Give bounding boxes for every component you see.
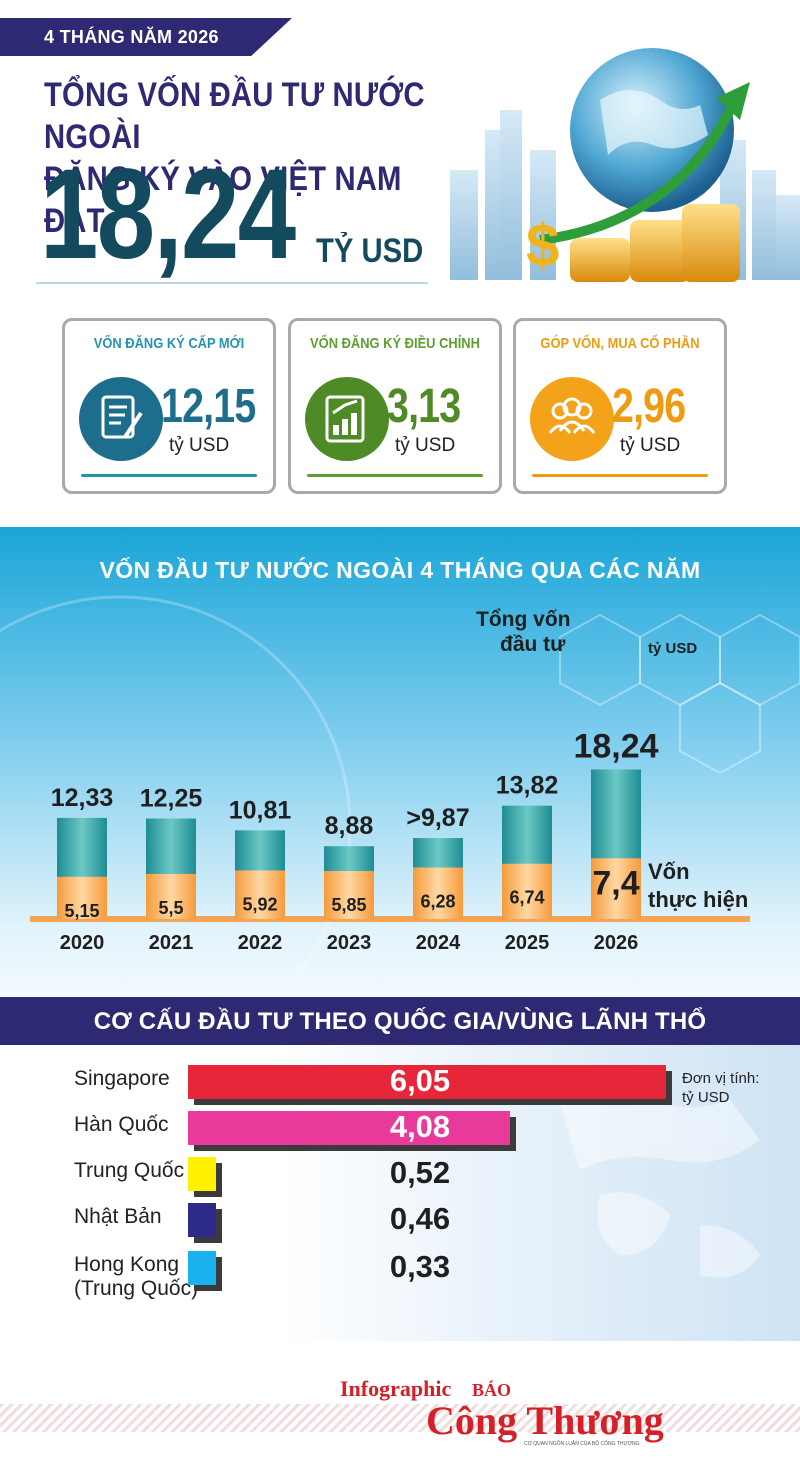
card-unit: tỷ USD (395, 435, 456, 456)
x-tick-2021: 2021 (149, 932, 194, 954)
period-badge-text: 4 THÁNG NĂM 2026 (44, 27, 219, 47)
growth-chart-icon (305, 377, 389, 461)
header-divider (36, 282, 428, 284)
x-tick-2025: 2025 (505, 932, 550, 954)
label-realized-2025: 6,74 (509, 888, 544, 908)
bar-realized-2024 (413, 867, 463, 919)
headline-line-2: ĐĂNG KÝ VÀO VIỆT NAM ĐẠT (44, 160, 402, 240)
card-adjusted-registration: VỐN ĐĂNG KÝ ĐIỀU CHỈNH 3,13 tỷ USD (288, 318, 502, 494)
country-label-1: Hàn Quốc (74, 1113, 169, 1136)
label-realized-2023: 5,85 (331, 895, 366, 915)
headline-line-1: TỔNG VỐN ĐẦU TƯ NƯỚC NGOÀI (44, 76, 425, 156)
country-label-3: Nhật Bản (74, 1205, 162, 1228)
period-badge: 4 THÁNG NĂM 2026 (0, 18, 292, 56)
label-realized-2022: 5,92 (242, 894, 277, 914)
country-value-3: 0,46 (389, 1201, 451, 1236)
label-total-2026: 18,24 (573, 727, 658, 765)
world-map-background (560, 1093, 760, 1278)
country-section-title: CƠ CẤU ĐẦU TƯ THEO QUỐC GIA/VÙNG LÃNH TH… (93, 1008, 707, 1035)
card-title: GÓP VỐN, MUA CỔ PHẦN (540, 335, 700, 352)
card-unit: tỷ USD (169, 435, 230, 456)
annotation-realized-line-2: thực hiện (648, 887, 748, 912)
growth-arrow-icon (539, 107, 735, 245)
bar-realized-2022 (235, 870, 285, 919)
label-total-2022: 10,81 (229, 796, 292, 824)
label-total-2023: 8,88 (325, 812, 374, 840)
bar-realized-2020 (57, 876, 107, 919)
country-value-0: 6,05 (389, 1063, 451, 1098)
annotation-unit: tỷ USD (648, 640, 697, 657)
dollar-sign-icon: $ (526, 212, 559, 279)
headline: TỔNG VỐN ĐẦU TƯ NƯỚC NGOÀI ĐĂNG KÝ VÀO V… (44, 74, 448, 242)
label-realized-2024: 6,28 (420, 892, 455, 912)
card-capital-contribution: GÓP VỐN, MUA CỔ PHẦN 2,96 tỷ USD (513, 318, 727, 494)
country-label-line-2: (Trung Quốc) (74, 1277, 199, 1300)
label-total-2020: 12,33 (51, 784, 114, 812)
unit-note-line-2: tỷ USD (682, 1089, 730, 1106)
country-bar-2 (188, 1157, 216, 1191)
card-value: 2,96 (612, 380, 686, 433)
label-total-2024: >9,87 (406, 804, 469, 832)
bao-cong-thuong-logo: Infographic BÁO Công Thương CƠ QUAN NGÔN… (340, 1376, 664, 1447)
card-title: VỐN ĐĂNG KÝ CẤP MỚI (93, 335, 245, 352)
bar-realized-2021 (146, 873, 196, 919)
card-underline (532, 474, 708, 477)
card-underline (81, 474, 257, 477)
label-realized-2020: 5,15 (64, 901, 99, 921)
logo-infographic-text: Infographic (340, 1376, 451, 1401)
country-bar-4 (188, 1251, 216, 1285)
label-total-2025: 13,82 (496, 772, 559, 800)
logo-brand-tagline: CƠ QUAN NGÔN LUẬN CỦA BỘ CÔNG THƯƠNG (524, 1440, 640, 1447)
x-tick-2026: 2026 (594, 932, 639, 954)
label-total-2021: 12,25 (140, 785, 203, 813)
country-label-0: Singapore (74, 1067, 170, 1090)
country-value-1: 4,08 (389, 1109, 451, 1144)
unit-note: Đơn vị tính: tỷ USD (682, 1069, 759, 1107)
total-value: 18,24 (40, 143, 296, 286)
bar-realized-2025 (502, 863, 552, 919)
coin-stacks-icon (570, 204, 740, 282)
label-realized-2021: 5,5 (158, 898, 183, 918)
total-unit: TỶ USD (316, 232, 424, 270)
country-value-4: 0,33 (389, 1249, 451, 1284)
x-tick-2023: 2023 (327, 932, 372, 954)
card-underline (307, 474, 483, 477)
card-value: 3,13 (387, 380, 461, 433)
x-tick-2024: 2024 (416, 932, 461, 954)
unit-note-line-1: Đơn vị tính: (682, 1070, 760, 1087)
country-label-2: Trung Quốc (74, 1159, 185, 1182)
bar-realized-2023 (324, 871, 374, 919)
bar-realized-2026 (591, 858, 641, 919)
card-unit: tỷ USD (620, 435, 681, 456)
people-group-icon (530, 377, 614, 461)
country-chart-panel: Đơn vị tính: tỷ USD Singapore 6,05 Hàn Quố… (0, 1045, 800, 1341)
logo-brand-name: Công Thương (426, 1398, 664, 1443)
label-realized-2026: 7,4 (592, 864, 639, 902)
country-label-4: Hong Kong (Trung Quốc) (74, 1253, 198, 1301)
hero-illustration: $ (450, 48, 800, 282)
card-new-registration: VỐN ĐĂNG KÝ CẤP MỚI 12,15 tỷ USD (62, 318, 276, 494)
country-value-2: 0,52 (389, 1155, 451, 1190)
yearly-bar-chart: 12,33 5,15 2020 12,25 5,5 2021 10,81 5,92 2022 8,… (30, 608, 750, 954)
hexagon-background (0, 595, 800, 997)
annotation-realized-line-1: Vốn (648, 859, 690, 884)
annotation-total-line-1: Tổng vốn (476, 608, 570, 631)
country-section-header: CƠ CẤU ĐẦU TƯ THEO QUỐC GIA/VÙNG LÃNH TH… (0, 997, 800, 1045)
card-value: 12,15 (161, 380, 256, 433)
yearly-chart-panel: VỐN ĐẦU TƯ NƯỚC NGOÀI 4 THÁNG QUA CÁC NĂ… (0, 527, 800, 997)
country-bar-3 (188, 1203, 216, 1237)
x-tick-2020: 2020 (60, 932, 105, 954)
document-pen-icon (79, 377, 163, 461)
card-title: VỐN ĐĂNG KÝ ĐIỀU CHỈNH (310, 335, 480, 352)
chart-baseline (30, 916, 750, 922)
chart-title: VỐN ĐẦU TƯ NƯỚC NGOÀI 4 THÁNG QUA CÁC NĂ… (99, 557, 701, 583)
footer-stripes (0, 1404, 800, 1432)
country-label-line-1: Hong Kong (74, 1253, 180, 1276)
country-bar-1 (188, 1111, 511, 1145)
country-bar-0 (188, 1065, 666, 1099)
annotation-total-line-2: đầu tư (500, 633, 566, 656)
logo-brand-top: BÁO (472, 1379, 511, 1400)
x-tick-2022: 2022 (238, 932, 283, 954)
